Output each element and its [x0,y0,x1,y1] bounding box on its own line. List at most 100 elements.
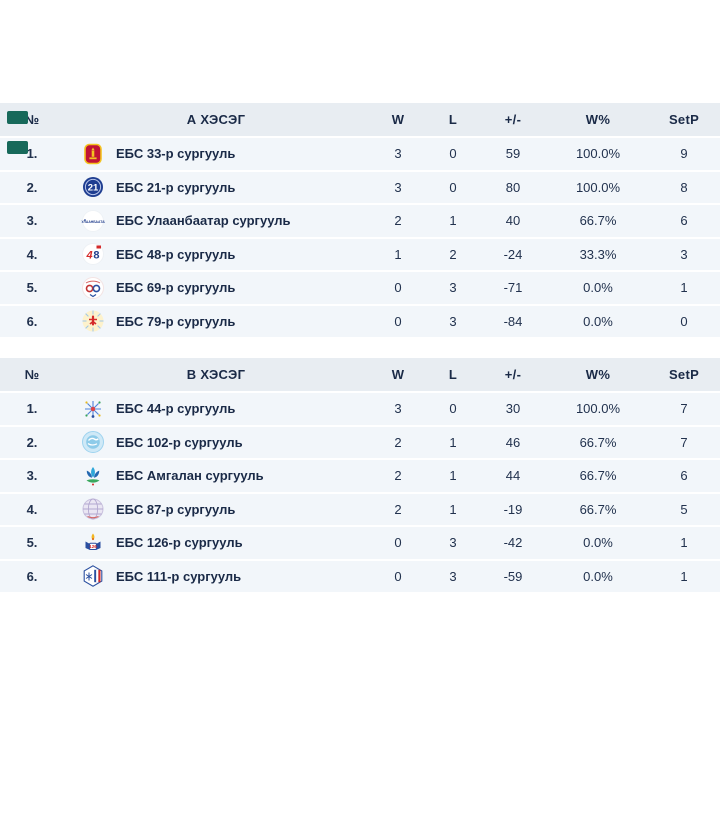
team-name: ЕБС 126-р сургууль [116,535,243,551]
team-name: ЕБС 48-р сургууль [116,246,236,262]
losses-cell: 0 [428,170,478,205]
losses-column-header: L [428,358,478,393]
rank-cell: 3. [0,459,64,494]
team-name: ЕБС 102-р сургууль [116,434,243,450]
setpoints-cell: 0 [648,304,720,339]
school-79-logo-icon [81,309,105,333]
team-cell: * УЛААНБААТАР ЕБС Улаанбаатар сургууль [64,204,368,239]
rank-cell: 4. [0,237,64,272]
rank-cell: 2. [0,170,64,205]
group-a-section: № А ХЭСЭГ W L +/- W% SetP 1. ЕБС 33-р су… [0,103,720,339]
svg-text:УЛААНБААТАР: УЛААНБААТАР [82,220,105,224]
diff-cell: -42 [478,526,548,561]
table-header-row: № А ХЭСЭГ W L +/- W% SetP [0,103,720,138]
table-row: 3. ЕБС Амгалан сургууль 2 1 44 66.7% 6 [0,459,720,494]
team-name: ЕБС 111-р сургууль [116,568,242,584]
school-amgalan-logo-icon [81,464,105,488]
diff-cell: 59 [478,137,548,172]
team-name: ЕБС 44-р сургууль [116,401,236,417]
rank-cell: 5. [0,526,64,561]
svg-text:126: 126 [89,544,97,549]
winpct-cell: 66.7% [548,425,648,460]
losses-cell: 3 [428,526,478,561]
winpct-cell: 66.7% [548,492,648,527]
wins-cell: 3 [368,392,428,427]
setpoints-cell: 6 [648,459,720,494]
team-name: ЕБС 21-р сургууль [116,179,236,195]
diff-cell: 44 [478,459,548,494]
team-cell: ЕБС 33-р сургууль [64,137,368,172]
standings-table-group-b: № В ХЭСЭГ W L +/- W% SetP 1. ЕБС 44-р су… [0,358,720,594]
team-name: ЕБС 87-р сургууль [116,501,236,517]
losses-cell: 1 [428,204,478,239]
setpoints-cell: 8 [648,170,720,205]
team-cell: ЕБС 44-р сургууль [64,392,368,427]
table-row: 6. ЕБС 79-р сургууль 0 3 -84 0.0% 0 [0,304,720,339]
winpct-cell: 66.7% [548,459,648,494]
setpoints-column-header: SetP [648,358,720,393]
setpoints-cell: 1 [648,559,720,594]
wins-cell: 2 [368,492,428,527]
team-cell: 126 ЕБС 126-р сургууль [64,526,368,561]
setpoints-cell: 1 [648,271,720,306]
diff-cell: 80 [478,170,548,205]
table-row: 4. ЕБС 87-р сургууль 2 1 -19 66.7% 5 [0,492,720,527]
rank-column-header: № [0,103,64,138]
svg-text:21: 21 [88,183,99,194]
team-name: ЕБС 69-р сургууль [116,280,236,296]
table-row: 1. ЕБС 33-р сургууль 3 0 59 100.0% 9 [0,137,720,172]
wins-cell: 2 [368,204,428,239]
school-33-logo-icon [81,142,105,166]
winpct-cell: 100.0% [548,137,648,172]
losses-column-header: L [428,103,478,138]
diff-cell: -19 [478,492,548,527]
setpoints-cell: 7 [648,392,720,427]
wins-cell: 2 [368,425,428,460]
team-cell: ЕБС 79-р сургууль [64,304,368,339]
wins-column-header: W [368,358,428,393]
school-126-logo-icon: 126 [81,531,105,555]
team-cell: ЕБС Амгалан сургууль [64,459,368,494]
wins-cell: 0 [368,271,428,306]
wins-cell: 3 [368,137,428,172]
setpoints-cell: 5 [648,492,720,527]
standings-table-group-a: № А ХЭСЭГ W L +/- W% SetP 1. ЕБС 33-р су… [0,103,720,339]
winpct-column-header: W% [548,358,648,393]
school-21-logo-icon: 21 [81,175,105,199]
wins-column-header: W [368,103,428,138]
winpct-cell: 33.3% [548,237,648,272]
rank-cell: 4. [0,492,64,527]
losses-cell: 0 [428,392,478,427]
school-102-logo-icon [81,430,105,454]
setpoints-column-header: SetP [648,103,720,138]
winpct-cell: 66.7% [548,204,648,239]
wins-cell: 0 [368,559,428,594]
table-row: 5. 126 ЕБС 126-р сургууль 0 3 -42 0.0% 1 [0,526,720,561]
wins-cell: 0 [368,526,428,561]
losses-cell: 3 [428,271,478,306]
wins-cell: 0 [368,304,428,339]
winpct-cell: 0.0% [548,559,648,594]
team-cell: ЕБС 102-р сургууль [64,425,368,460]
winpct-cell: 0.0% [548,271,648,306]
teal-marker-1 [7,111,28,124]
winpct-cell: 100.0% [548,392,648,427]
table-row: 1. ЕБС 44-р сургууль 3 0 30 100.0% 7 [0,392,720,427]
team-name: ЕБС Амгалан сургууль [116,468,264,484]
svg-text:8: 8 [93,250,99,262]
teal-marker-2 [7,141,28,154]
losses-cell: 3 [428,559,478,594]
winpct-cell: 100.0% [548,170,648,205]
wins-cell: 1 [368,237,428,272]
setpoints-cell: 3 [648,237,720,272]
table-row: 2. 21 ЕБС 21-р сургууль 3 0 80 100.0% 8 [0,170,720,205]
svg-text:*: * [84,219,86,225]
wins-cell: 3 [368,170,428,205]
losses-cell: 0 [428,137,478,172]
setpoints-cell: 7 [648,425,720,460]
diff-cell: -71 [478,271,548,306]
rank-cell: 6. [0,559,64,594]
